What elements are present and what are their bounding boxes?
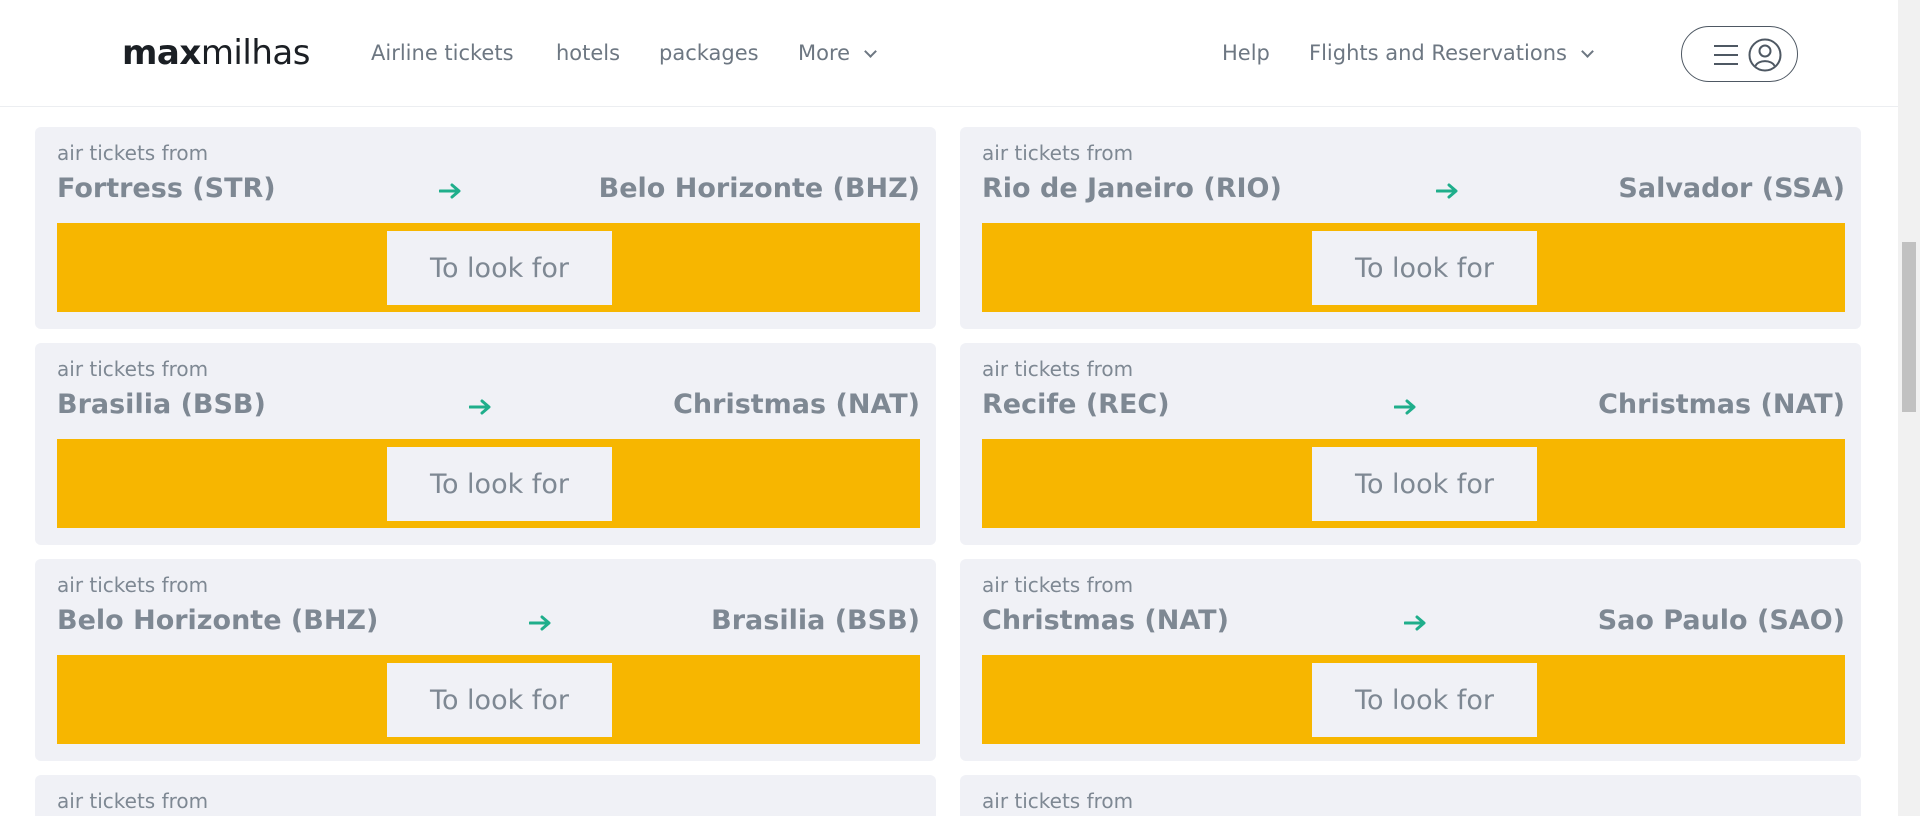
search-bar: To look for [57, 655, 920, 744]
card-label: air tickets from [982, 357, 1134, 381]
route-card: air tickets from Brasilia (BSB) Christma… [35, 343, 936, 545]
nav-help[interactable]: Help [1222, 41, 1270, 65]
destination-city: Sao Paulo (SAO) [1597, 605, 1845, 636]
nav-more-label: More [798, 41, 851, 65]
nav-flights-reservations[interactable]: Flights and Reservations [1309, 38, 1594, 68]
nav-packages[interactable]: packages [659, 41, 759, 65]
arrow-right-icon [529, 615, 551, 631]
search-button[interactable]: To look for [387, 663, 612, 737]
search-button[interactable]: To look for [1312, 231, 1537, 305]
search-bar: To look for [982, 223, 1845, 312]
origin-city: Belo Horizonte (BHZ) [57, 605, 379, 636]
origin-city: Christmas (NAT) [982, 605, 1229, 636]
destination-city: Brasilia (BSB) [711, 605, 920, 636]
hamburger-menu-icon [1714, 44, 1738, 65]
arrow-right-icon [469, 399, 491, 415]
route-card: air tickets from Christmas (NAT) Sao Pau… [960, 559, 1861, 761]
arrow-right-icon [439, 183, 461, 199]
nav-more[interactable]: More [798, 38, 877, 68]
destination-city: Salvador (SSA) [1618, 173, 1845, 204]
logo-max: max [122, 33, 201, 73]
origin-city: Rio de Janeiro (RIO) [982, 173, 1282, 204]
search-button[interactable]: To look for [387, 231, 612, 305]
chevron-down-icon [1581, 45, 1594, 58]
destination-city: Christmas (NAT) [673, 389, 920, 420]
card-label: air tickets from [57, 141, 209, 165]
vertical-scrollbar[interactable] [1898, 0, 1920, 816]
arrow-right-icon [1404, 615, 1426, 631]
card-label: air tickets from [982, 573, 1134, 597]
search-bar: To look for [57, 439, 920, 528]
search-bar: To look for [982, 655, 1845, 744]
arrow-right-icon [1436, 183, 1458, 199]
route-card: air tickets from [960, 775, 1861, 816]
destination-city: Belo Horizonte (BHZ) [598, 173, 920, 204]
search-button[interactable]: To look for [1312, 447, 1537, 521]
origin-city: Brasilia (BSB) [57, 389, 266, 420]
scrollbar-thumb[interactable] [1902, 242, 1916, 412]
account-menu-button[interactable] [1681, 26, 1798, 82]
chevron-down-icon [864, 45, 877, 58]
route-card: air tickets from Recife (REC) Christmas … [960, 343, 1861, 545]
search-bar: To look for [982, 439, 1845, 528]
maxmilhas-logo[interactable]: maxmilhas [122, 32, 310, 74]
nav-hotels[interactable]: hotels [556, 41, 621, 65]
route-card: air tickets from Rio de Janeiro (RIO) Sa… [960, 127, 1861, 329]
search-button[interactable]: To look for [387, 447, 612, 521]
route-card: air tickets from [35, 775, 936, 816]
destination-city: Christmas (NAT) [1598, 389, 1845, 420]
top-header: maxmilhas Airline tickets hotels package… [0, 0, 1898, 107]
user-profile-icon [1748, 38, 1782, 72]
card-label: air tickets from [57, 573, 209, 597]
card-label: air tickets from [982, 789, 1134, 813]
route-card: air tickets from Fortress (STR) Belo Hor… [35, 127, 936, 329]
logo-milhas: milhas [200, 33, 311, 73]
origin-city: Fortress (STR) [57, 173, 276, 204]
card-label: air tickets from [982, 141, 1134, 165]
card-label: air tickets from [57, 357, 209, 381]
origin-city: Recife (REC) [982, 389, 1170, 420]
search-button[interactable]: To look for [1312, 663, 1537, 737]
route-card: air tickets from Belo Horizonte (BHZ) Br… [35, 559, 936, 761]
nav-airline-tickets[interactable]: Airline tickets [371, 41, 514, 65]
search-bar: To look for [57, 223, 920, 312]
card-label: air tickets from [57, 789, 209, 813]
nav-flights-label: Flights and Reservations [1309, 41, 1567, 65]
arrow-right-icon [1394, 399, 1416, 415]
